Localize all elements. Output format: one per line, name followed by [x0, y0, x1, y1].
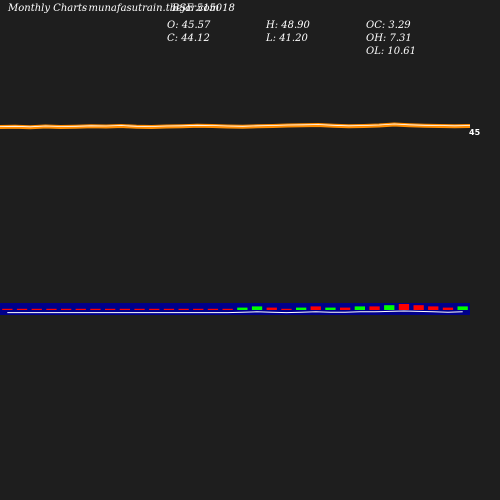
high-value: H: 48.90	[266, 20, 310, 31]
open-value: O: 45.57	[167, 20, 211, 31]
volume-bar	[134, 308, 145, 310]
volume-bar	[310, 306, 321, 310]
brand-title: Monthly Charts	[8, 3, 88, 14]
volume-bar	[457, 306, 468, 310]
volume-bar	[75, 308, 86, 310]
volume-bar	[340, 307, 351, 310]
symbol-label: BSE 515018	[172, 3, 235, 14]
volume-bar	[296, 307, 307, 310]
low-value: L: 41.20	[266, 33, 308, 44]
volume-bar	[266, 307, 277, 310]
volume-bar	[46, 308, 57, 310]
volume-bar	[16, 308, 28, 310]
volume-bar	[163, 308, 175, 310]
volume-bar	[442, 307, 454, 310]
volume-bar	[207, 308, 219, 310]
volume-bar	[222, 308, 233, 310]
last-price-marker: 45	[469, 128, 481, 137]
volume-bar	[369, 306, 380, 310]
volume-bar	[281, 308, 292, 310]
indicator-line	[7, 310, 463, 314]
ol-value: OL: 10.61	[366, 46, 417, 57]
volume-bar	[251, 306, 263, 310]
volume-bar	[413, 305, 424, 310]
price-line-group	[0, 122, 471, 130]
price-line	[0, 122, 471, 130]
volume-bar	[178, 308, 189, 310]
volume-bar	[398, 304, 410, 310]
site-url: - munafasutrain.tbejar.com	[82, 3, 220, 14]
volume-bar	[237, 307, 248, 310]
volume-bars-group	[2, 304, 468, 310]
volume-bar	[193, 308, 204, 310]
volume-bar	[90, 308, 101, 310]
volume-bar	[31, 308, 42, 310]
volume-bar	[384, 305, 395, 310]
price-highlight-line	[0, 123, 471, 128]
volume-bar	[354, 306, 365, 310]
volume-bar	[325, 307, 336, 310]
volume-bar	[149, 308, 160, 310]
volume-bar	[105, 308, 116, 310]
volume-bar	[428, 306, 439, 310]
volume-bar	[61, 308, 72, 310]
volume-bar	[119, 308, 130, 310]
oh-value: OH: 7.31	[366, 33, 412, 44]
volume-bar	[2, 308, 13, 310]
close-value: C: 44.12	[167, 33, 210, 44]
oc-value: OC: 3.29	[366, 20, 411, 31]
